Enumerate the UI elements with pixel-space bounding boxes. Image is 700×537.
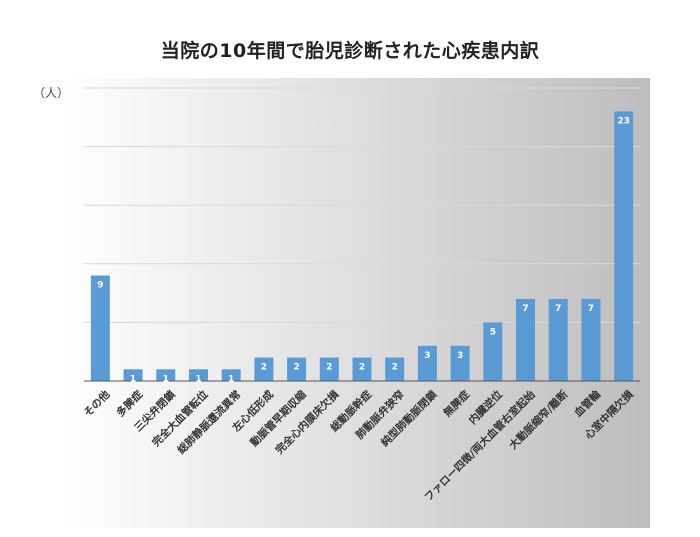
bar-value-label: 5: [490, 327, 496, 337]
bar: [188, 369, 208, 381]
bar: [287, 357, 307, 381]
bar-value-label: 1: [195, 374, 201, 384]
bar-value-label: 3: [457, 351, 463, 361]
chart-title: 当院の10年間で胎児診断された心疾患内訳: [160, 40, 540, 62]
bar: [516, 298, 536, 381]
bar: [123, 369, 143, 381]
bar-value-label: 7: [555, 304, 561, 314]
bar-value-label: 7: [588, 304, 594, 314]
bar-value-label: 7: [522, 304, 528, 314]
bar: [483, 322, 503, 381]
bar-value-labels: 91 1 1 12 2 2 2 23 357 7 723: [97, 116, 630, 384]
bar-value-label: 2: [326, 363, 332, 373]
bar-value-label: 1: [163, 374, 169, 384]
bar: [156, 369, 176, 381]
bar-value-label: 1: [130, 374, 136, 384]
bar: [319, 357, 339, 381]
bar-value-label: 2: [392, 363, 398, 373]
bar-value-label: 1: [228, 374, 234, 384]
bar-value-label: 2: [359, 363, 365, 373]
bar: [352, 357, 372, 381]
bar-value-label: 9: [97, 281, 103, 291]
bar: [254, 357, 274, 381]
bar: [385, 357, 405, 381]
bar-value-label: 2: [293, 363, 299, 373]
y-axis-unit-label: （人）: [33, 86, 70, 100]
bar-value-label: 23: [617, 116, 630, 126]
bar: [548, 298, 568, 381]
bar: [221, 369, 241, 381]
bars: [90, 111, 634, 381]
bar: [417, 345, 437, 381]
bar: [90, 275, 110, 381]
bar: [581, 298, 601, 381]
bar: [614, 111, 634, 381]
bar-value-label: 2: [261, 363, 267, 373]
bar-value-label: 3: [424, 351, 430, 361]
bar: [450, 345, 470, 381]
gridlines: [84, 87, 640, 323]
